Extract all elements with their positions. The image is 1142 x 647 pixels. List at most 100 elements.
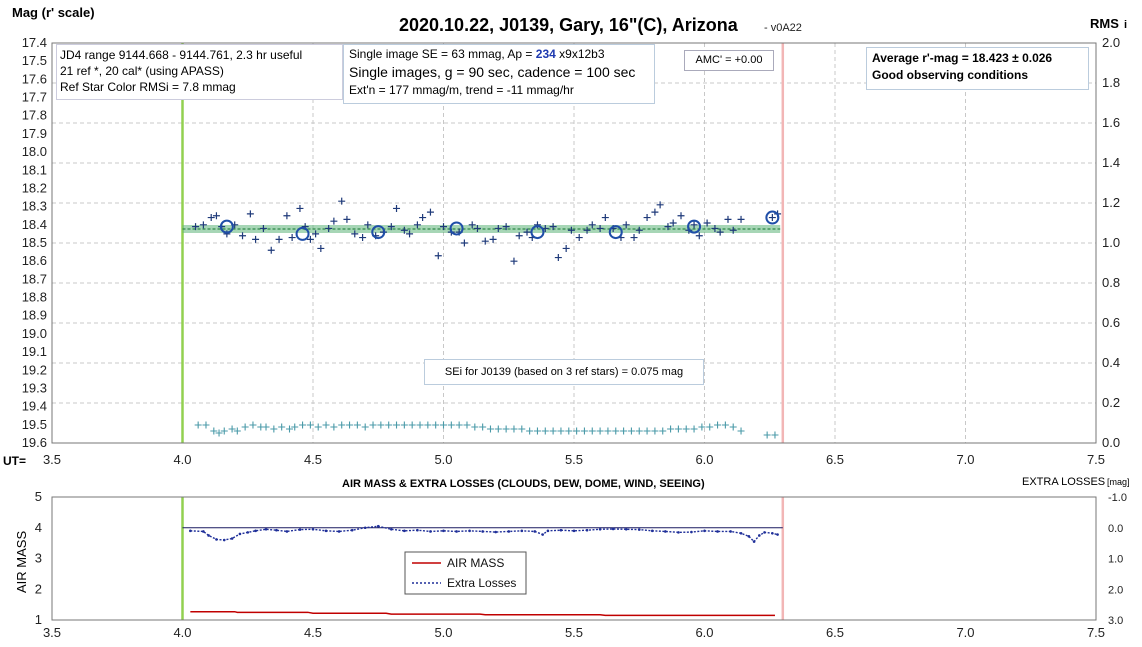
extra-losses-point: [572, 529, 576, 533]
extra-losses-point: [747, 535, 751, 538]
upper-y-tick-label: 17.9: [22, 126, 47, 141]
rms-point: [486, 425, 494, 433]
extra-losses-point: [624, 527, 628, 531]
lower-reference-lines: [181, 497, 785, 620]
rms-point: [510, 425, 518, 433]
extra-losses-point: [677, 531, 680, 534]
rms-point: [674, 425, 682, 433]
average-circle: [687, 219, 702, 234]
rms-point: [330, 423, 338, 431]
lower-y2-tick-label: 2.0: [1108, 584, 1123, 596]
upper-y-tick-label: 18.8: [22, 290, 47, 305]
rms-point: [228, 425, 236, 433]
upper-y2-tick-label: 1.4: [1102, 155, 1120, 170]
magnitude-point: [583, 226, 591, 234]
average-circles: [219, 210, 780, 241]
upper-x-tick-label: 7.0: [956, 452, 974, 467]
rms-point: [314, 423, 322, 431]
lower-y2-tick-label: 3.0: [1108, 615, 1123, 627]
magnitude-point: [554, 254, 562, 262]
upper-y-tick-label: 17.7: [22, 90, 47, 105]
extra-losses-point: [416, 528, 419, 532]
upper-y-tick-label: 19.2: [22, 362, 47, 377]
rms-point: [565, 427, 573, 435]
rms-point: [291, 423, 299, 431]
lower-axes: 1 2 3 4 5 -1.0 0.0 1.0 2.0 3.0 3.5 4.0 4.5 5.0 5.5 6.0 6…: [35, 489, 1127, 640]
average-mag-box: Average r'-mag = 18.423 ± 0.026 Good obs…: [866, 47, 1089, 90]
magnitude-point: [481, 237, 489, 245]
magnitude-point: [473, 224, 481, 232]
magnitude-point: [502, 223, 510, 231]
lower-y2-tick-label: 0.0: [1108, 523, 1123, 535]
info-left-line-3: Ref Star Color RMSi = 7.8 mmag: [60, 80, 236, 94]
lower-y2-tick-label: -1.0: [1108, 492, 1127, 504]
lower-x-tick-label: 5.0: [434, 625, 452, 640]
extra-losses-line: [190, 525, 778, 543]
magnitude-point: [338, 197, 346, 205]
rms-point: [416, 421, 424, 429]
magnitude-point: [601, 214, 609, 222]
rms-point: [202, 421, 210, 429]
upper-y-tick-label: 19.6: [22, 435, 47, 450]
lower-grid: [52, 497, 1096, 620]
rms-point: [400, 421, 408, 429]
extra-losses-point: [215, 538, 218, 541]
magnitude-point: [330, 217, 338, 225]
rms-point: [667, 425, 675, 433]
magnitude-point: [768, 214, 776, 222]
extra-losses-point: [403, 529, 406, 533]
extra-losses-point: [507, 530, 511, 533]
extra-losses-point: [207, 534, 210, 537]
rms-point: [494, 425, 502, 433]
rms-point: [698, 423, 706, 431]
magnitude-point: [364, 221, 372, 229]
upper-y2-tick-label: 0.2: [1102, 395, 1120, 410]
lower-plot-area: [52, 497, 1096, 620]
upper-y-tick-label: 18.5: [22, 235, 47, 250]
lower-x-tick-label: 6.5: [826, 625, 844, 640]
lower-x-tick-label: 4.0: [173, 625, 191, 640]
rms-point: [432, 421, 440, 429]
air-mass-line: [190, 610, 775, 617]
average-circle: [530, 225, 545, 240]
magnitude-point: [669, 219, 677, 227]
rms-point: [210, 427, 218, 435]
magnitude-point: [387, 223, 395, 231]
upper-y2-tick-label: 2.0: [1102, 35, 1120, 50]
magnitude-point: [562, 244, 570, 252]
rms-point: [549, 427, 557, 435]
magnitude-point: [703, 219, 711, 227]
magnitude-point: [523, 228, 531, 236]
amc-box: AMC' = +0.00: [684, 50, 774, 71]
rms-point: [729, 423, 737, 431]
rms-point: [241, 423, 249, 431]
legend-air-mass-label: AIR MASS: [447, 556, 504, 570]
upper-y2-tick-label: 1.2: [1102, 195, 1120, 210]
extra-losses-point: [350, 528, 354, 532]
rms-point: [620, 427, 628, 435]
rms-point: [455, 421, 463, 429]
lower-x-tick-label: 5.5: [565, 625, 583, 640]
rms-point: [643, 427, 651, 435]
magnitude-point: [533, 221, 541, 229]
extra-losses-point: [468, 529, 471, 533]
lower-left-label: AIR MASS: [14, 531, 29, 593]
lower-y-tick-label: 1: [35, 612, 42, 627]
lower-y-tick-label: 5: [35, 489, 42, 504]
upper-y2-tick-label: 1.8: [1102, 75, 1120, 90]
left-axis-label: Mag (r' scale): [12, 5, 95, 20]
extra-losses-point: [481, 530, 484, 533]
magnitude-point: [283, 212, 291, 220]
info-mid-suffix: x9x12b3: [555, 47, 605, 61]
extra-losses-point: [559, 528, 563, 532]
upper-y-tick-label: 17.6: [22, 71, 47, 86]
lower-y-tick-label: 2: [35, 581, 42, 596]
magnitude-point: [567, 226, 575, 234]
extra-losses-point: [202, 530, 205, 533]
lower-legend: AIR MASS Extra Losses: [404, 551, 527, 595]
rms-point: [763, 431, 771, 439]
rms-point: [233, 427, 241, 435]
extra-losses-point: [703, 529, 706, 533]
upper-x-tick-label: 7.5: [1087, 452, 1105, 467]
extra-losses-point: [363, 526, 367, 530]
